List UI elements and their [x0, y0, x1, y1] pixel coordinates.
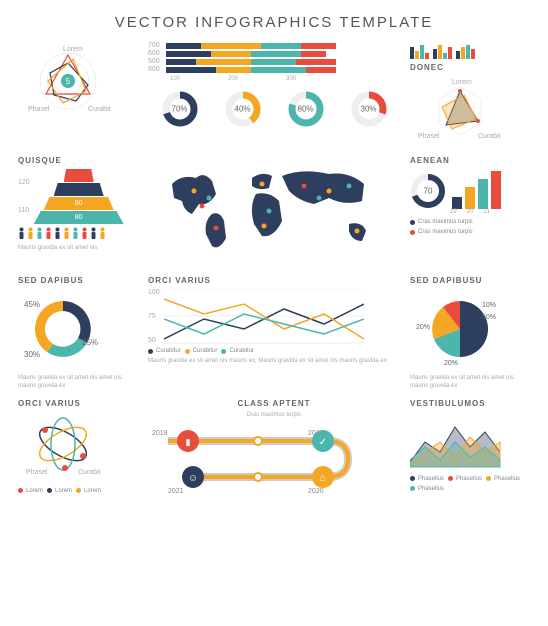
svg-text:Phasel: Phasel	[418, 133, 440, 140]
svg-text:⌂: ⌂	[320, 473, 326, 484]
svg-text:Phasel: Phasel	[28, 106, 50, 113]
svg-text:▮: ▮	[186, 437, 191, 447]
radar-chart-1: 5 Phasel Lorem Curabit	[18, 41, 138, 148]
hbar-row: 700	[148, 42, 400, 49]
svg-text:10%: 10%	[482, 302, 496, 309]
svg-text:☺: ☺	[188, 473, 198, 484]
sed-dapibus-donut: SED DAPIBUS 45% 25% 30% Mauris gravida e…	[18, 276, 138, 391]
donut-chart: 70%	[159, 88, 201, 130]
hbar-row: 500	[148, 58, 400, 65]
svg-text:2021: 2021	[168, 488, 184, 495]
vestibulumos-area: VESTIBULUMOS PhasellusPhasellusPhasellus…	[410, 399, 530, 502]
quisque-pyramid: QUISQUE 120110 9080 Mauris gravida ex si…	[18, 156, 138, 268]
svg-text:Phasel: Phasel	[26, 469, 48, 476]
donec-section: DONEC Phasel Lorem Curabit	[410, 41, 530, 148]
svg-text:45%: 45%	[24, 300, 40, 309]
radar-center-value: 5	[66, 77, 71, 86]
donut-chart: 40%	[222, 88, 264, 130]
svg-text:✓: ✓	[319, 437, 327, 448]
page-title: VECTOR INFOGRAPHICS TEMPLATE	[18, 14, 530, 31]
svg-text:Curabit: Curabit	[478, 133, 501, 140]
svg-text:30%: 30%	[24, 350, 40, 359]
hbar-and-donuts: 700600500800 100200300 70%40%80%30%	[148, 41, 400, 148]
svg-text:25%: 25%	[82, 338, 98, 347]
orci-varius-lines: ORCI VARIUS 1007550 CurabiturCurabiturCu…	[148, 276, 400, 391]
sed-dapibusu-pie: SED DAPIBUSU 50% 10% 20% 20% Mauris grav…	[410, 276, 530, 391]
svg-text:20%: 20%	[416, 324, 430, 331]
svg-text:2020: 2020	[308, 488, 324, 495]
class-aptent-timeline: CLASS APTENT Duis maximus turpis 2018 20…	[148, 399, 400, 502]
svg-text:Lorem: Lorem	[452, 79, 472, 86]
donut-chart: 30%	[348, 88, 390, 130]
svg-text:Lorem: Lorem	[63, 46, 83, 53]
svg-text:2018: 2018	[152, 430, 168, 437]
svg-text:Curabit: Curabit	[78, 469, 101, 476]
aenean-section: AENEAN 70 192021 Cras maximus turpisCras…	[410, 156, 530, 268]
hbar-row: 800	[148, 66, 400, 73]
world-map	[148, 156, 400, 268]
svg-text:20%: 20%	[444, 360, 458, 367]
hbar-row: 600	[148, 50, 400, 57]
svg-text:Curabit: Curabit	[88, 106, 111, 113]
orci-varius-atom: ORCI VARIUS Phasel Curabit LoremLoremLor…	[18, 399, 138, 502]
svg-text:50%: 50%	[482, 314, 496, 321]
donut-chart: 80%	[285, 88, 327, 130]
